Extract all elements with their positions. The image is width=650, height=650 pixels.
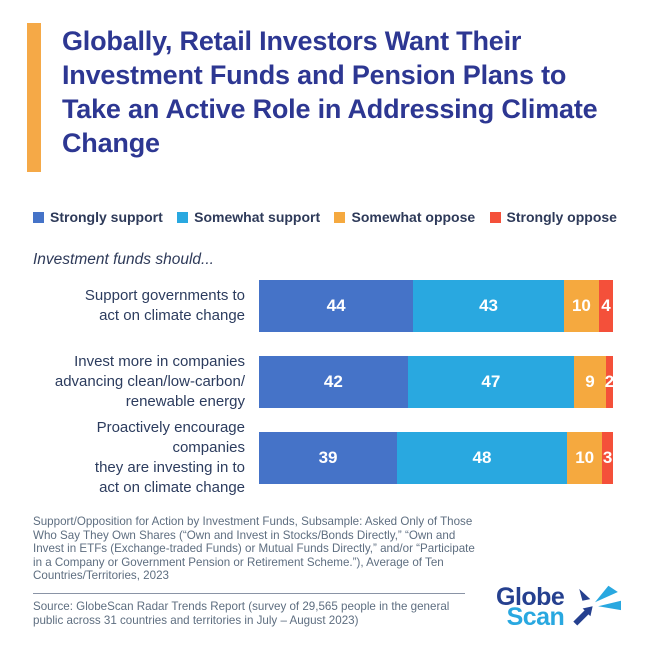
bar-segment-strongly-support: 39 — [259, 432, 398, 484]
bar-segment-somewhat-oppose: 10 — [566, 432, 603, 484]
stacked-bar: 44 43 10 4 — [259, 280, 613, 332]
chart-row: Proactively encourage companies they are … — [33, 419, 613, 496]
globescan-logo: Globe Scan — [496, 583, 622, 631]
bar-segment-strongly-oppose: 3 — [602, 432, 613, 484]
bar-segment-somewhat-support: 43 — [413, 280, 564, 332]
globescan-starburst-icon — [573, 585, 622, 626]
legend-item-somewhat-support: Somewhat support — [177, 209, 320, 225]
bar-segment-strongly-oppose: 2 — [605, 356, 614, 408]
bar-segment-somewhat-oppose: 9 — [574, 356, 606, 408]
legend-swatch-icon — [33, 211, 44, 223]
legend-swatch-icon — [334, 211, 346, 223]
logo-text-globe: Globe — [496, 583, 565, 611]
category-label: Support governments to act on climate cha… — [84, 287, 245, 324]
legend-label: Strongly oppose — [506, 209, 617, 225]
chart-row: Invest more in companies advancing clean/… — [33, 353, 614, 410]
bar-segment-somewhat-support: 48 — [397, 432, 567, 484]
bar-segment-strongly-oppose: 4 — [598, 280, 613, 332]
logo-text-scan: Scan — [506, 603, 565, 631]
stacked-bar-chart: Support governments to act on climate cha… — [33, 280, 614, 508]
legend-swatch-icon — [489, 211, 501, 223]
source-note: Source: GlobeScan Radar Trends Report (s… — [33, 600, 450, 627]
stacked-bar: 39 48 10 3 — [259, 432, 613, 484]
category-label: Proactively encourage companies they are … — [94, 419, 245, 496]
bar-segment-somewhat-oppose: 10 — [563, 280, 599, 332]
legend-item-strongly-oppose: Strongly oppose — [489, 209, 617, 225]
page-title: Globally, Retail Investors Want Their In… — [62, 26, 598, 158]
footnote: Support/Opposition for Action by Investm… — [33, 515, 475, 583]
legend-label: Somewhat support — [194, 209, 321, 225]
bar-segment-strongly-support: 44 — [259, 280, 414, 332]
stacked-bar: 42 47 9 2 — [259, 356, 614, 408]
chart-subtitle: Investment funds should... — [33, 251, 214, 268]
bar-segment-strongly-support: 42 — [259, 356, 408, 408]
chart-legend: Strongly support Somewhat support Somewhat… — [33, 209, 617, 225]
legend-label: Somewhat oppose — [351, 209, 476, 225]
title-accent-bar — [27, 23, 41, 172]
globescan-logo-text: Globe Scan — [496, 583, 565, 631]
legend-swatch-icon — [177, 211, 189, 223]
legend-label: Strongly support — [50, 209, 163, 225]
bar-segment-somewhat-support: 47 — [407, 356, 575, 408]
legend-item-somewhat-oppose: Somewhat oppose — [334, 209, 475, 225]
legend-item-strongly-support: Strongly support — [33, 209, 163, 225]
category-label: Invest more in companies advancing clean/… — [54, 353, 245, 410]
chart-row: Support governments to act on climate cha… — [33, 280, 613, 332]
source-divider — [33, 593, 465, 594]
